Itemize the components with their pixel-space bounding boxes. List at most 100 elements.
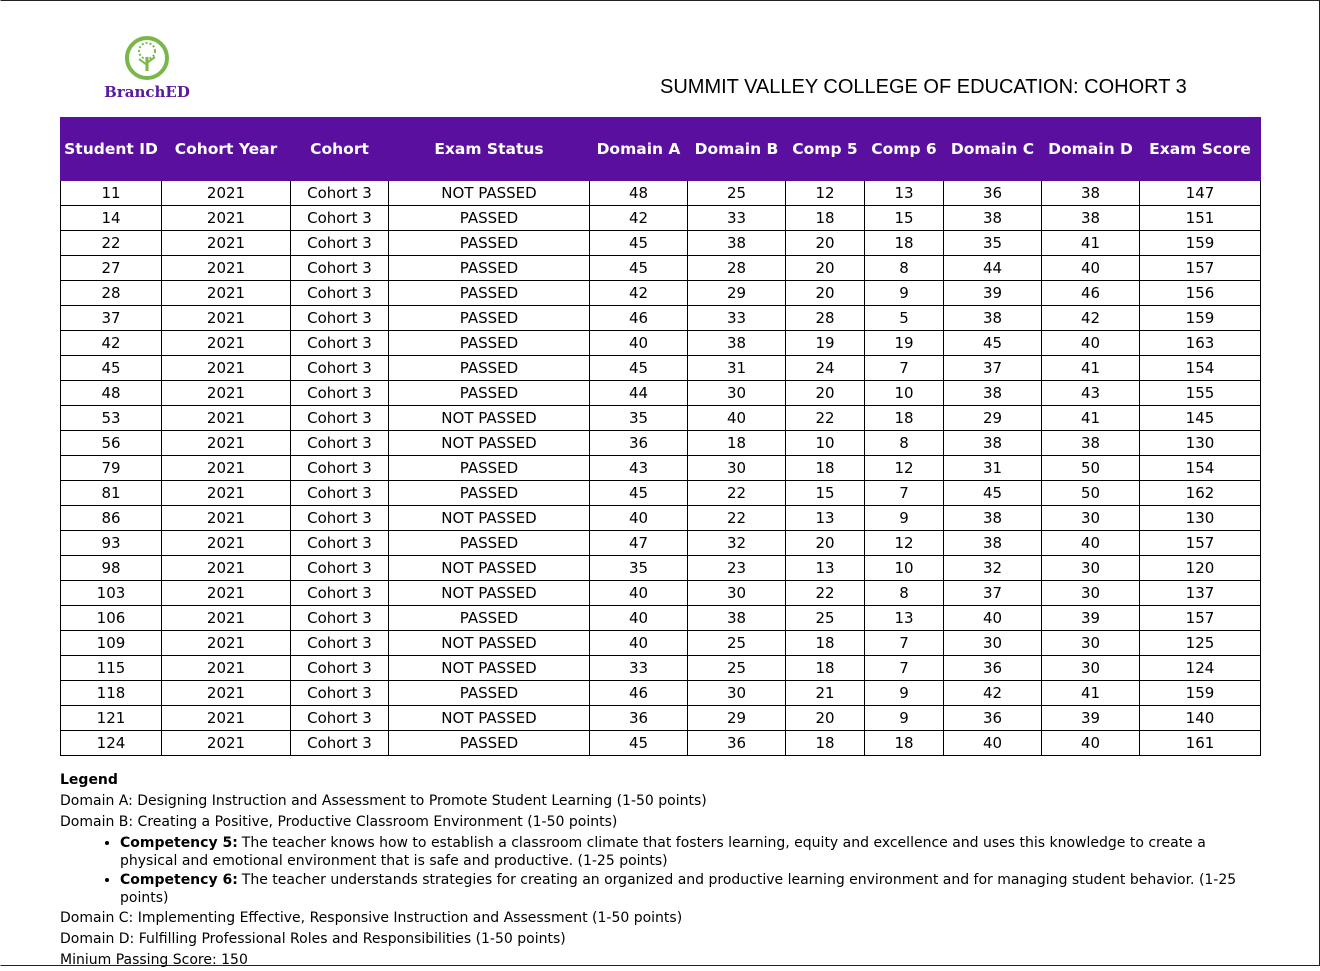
- table-cell: 162: [1139, 480, 1261, 506]
- table-row: 86 2021 Cohort 3 NOT PASSED 40 22 13 9 38 30 130: [60, 505, 1261, 531]
- table-cell: 38: [1041, 180, 1140, 206]
- table-cell: 2021: [161, 230, 291, 256]
- table-cell: 40: [589, 505, 688, 531]
- table-cell: 30: [687, 455, 786, 481]
- table-cell: 157: [1139, 255, 1261, 281]
- table-cell: 23: [687, 555, 786, 581]
- table-row: 42 2021 Cohort 3 PASSED 40 38 19 19 45 40 163: [60, 330, 1261, 356]
- table-cell: 115: [60, 655, 162, 681]
- competency-item: Competency 5:The teacher knows how to es…: [120, 834, 1260, 870]
- table-cell: 12: [864, 455, 944, 481]
- table-cell: 147: [1139, 180, 1261, 206]
- table-cell: 2021: [161, 305, 291, 331]
- table-cell: 2021: [161, 505, 291, 531]
- logo-text: BranchED: [104, 83, 190, 101]
- table-cell: Cohort 3: [290, 580, 389, 606]
- table-cell: 30: [687, 680, 786, 706]
- table-cell: 43: [589, 455, 688, 481]
- table-cell: 9: [864, 680, 944, 706]
- table-cell: 35: [589, 555, 688, 581]
- table-cell: 38: [943, 530, 1042, 556]
- table-body: 11 2021 Cohort 3 NOT PASSED 48 25 12 13 36 38 147 1…: [60, 180, 1261, 756]
- table-row: 37 2021 Cohort 3 PASSED 46 33 28 5 38 42 159: [60, 305, 1261, 331]
- table-cell: Cohort 3: [290, 280, 389, 306]
- table-cell: 33: [589, 655, 688, 681]
- table-cell: 40: [589, 630, 688, 656]
- table-cell: 36: [589, 705, 688, 731]
- table-cell: PASSED: [388, 605, 590, 631]
- table-cell: 40: [1041, 255, 1140, 281]
- legend-item: Domain A: Designing Instruction and Asse…: [60, 793, 707, 809]
- table-cell: PASSED: [388, 530, 590, 556]
- table-cell: 22: [687, 505, 786, 531]
- table-cell: PASSED: [388, 480, 590, 506]
- table-cell: Cohort 3: [290, 255, 389, 281]
- table-cell: 35: [589, 405, 688, 431]
- table-cell: 2021: [161, 580, 291, 606]
- table-cell: PASSED: [388, 355, 590, 381]
- table-cell: 2021: [161, 405, 291, 431]
- table-cell: 40: [589, 605, 688, 631]
- table-cell: 38: [943, 205, 1042, 231]
- table-cell: 79: [60, 455, 162, 481]
- table-cell: 15: [864, 205, 944, 231]
- table-cell: 8: [864, 255, 944, 281]
- table-cell: 130: [1139, 430, 1261, 456]
- table-cell: 38: [687, 230, 786, 256]
- table-row: 22 2021 Cohort 3 PASSED 45 38 20 18 35 41 159: [60, 230, 1261, 256]
- table-cell: Cohort 3: [290, 405, 389, 431]
- table-cell: 40: [943, 730, 1042, 756]
- table-cell: 40: [1041, 530, 1140, 556]
- table-cell: 20: [785, 230, 865, 256]
- table-cell: 38: [943, 505, 1042, 531]
- table-cell: PASSED: [388, 680, 590, 706]
- column-header: Exam Status: [388, 117, 590, 181]
- table-cell: 40: [1041, 330, 1140, 356]
- table-cell: 20: [785, 280, 865, 306]
- table-cell: 86: [60, 505, 162, 531]
- table-cell: 154: [1139, 355, 1261, 381]
- table-cell: 2021: [161, 330, 291, 356]
- table-cell: PASSED: [388, 230, 590, 256]
- table-cell: Cohort 3: [290, 605, 389, 631]
- table-cell: 38: [687, 330, 786, 356]
- table-cell: 18: [785, 730, 865, 756]
- table-cell: 22: [785, 405, 865, 431]
- table-cell: 121: [60, 705, 162, 731]
- table-cell: 7: [864, 480, 944, 506]
- table-cell: 45: [589, 355, 688, 381]
- table-cell: 130: [1139, 505, 1261, 531]
- table-cell: 30: [687, 580, 786, 606]
- table-cell: 25: [687, 630, 786, 656]
- table-cell: 45: [589, 255, 688, 281]
- table-cell: 18: [864, 730, 944, 756]
- column-header: Domain A: [589, 117, 688, 181]
- table-cell: Cohort 3: [290, 705, 389, 731]
- column-header: Domain B: [687, 117, 786, 181]
- table-cell: Cohort 3: [290, 180, 389, 206]
- table-cell: NOT PASSED: [388, 655, 590, 681]
- table-cell: 9: [864, 705, 944, 731]
- table-cell: 19: [864, 330, 944, 356]
- table-cell: 36: [589, 430, 688, 456]
- table-cell: NOT PASSED: [388, 580, 590, 606]
- table-cell: 124: [1139, 655, 1261, 681]
- table-cell: 46: [589, 305, 688, 331]
- table-cell: PASSED: [388, 255, 590, 281]
- table-cell: 22: [785, 580, 865, 606]
- table-cell: 28: [785, 305, 865, 331]
- table-cell: 2021: [161, 480, 291, 506]
- table-cell: 30: [1041, 655, 1140, 681]
- table-cell: 38: [943, 430, 1042, 456]
- table-cell: Cohort 3: [290, 380, 389, 406]
- table-cell: 10: [864, 555, 944, 581]
- table-cell: 109: [60, 630, 162, 656]
- table-cell: 30: [687, 380, 786, 406]
- table-row: 53 2021 Cohort 3 NOT PASSED 35 40 22 18 29 41 145: [60, 405, 1261, 431]
- table-cell: 42: [60, 330, 162, 356]
- column-header: Comp 5: [785, 117, 865, 181]
- table-cell: 161: [1139, 730, 1261, 756]
- table-cell: 29: [687, 705, 786, 731]
- table-cell: 25: [687, 180, 786, 206]
